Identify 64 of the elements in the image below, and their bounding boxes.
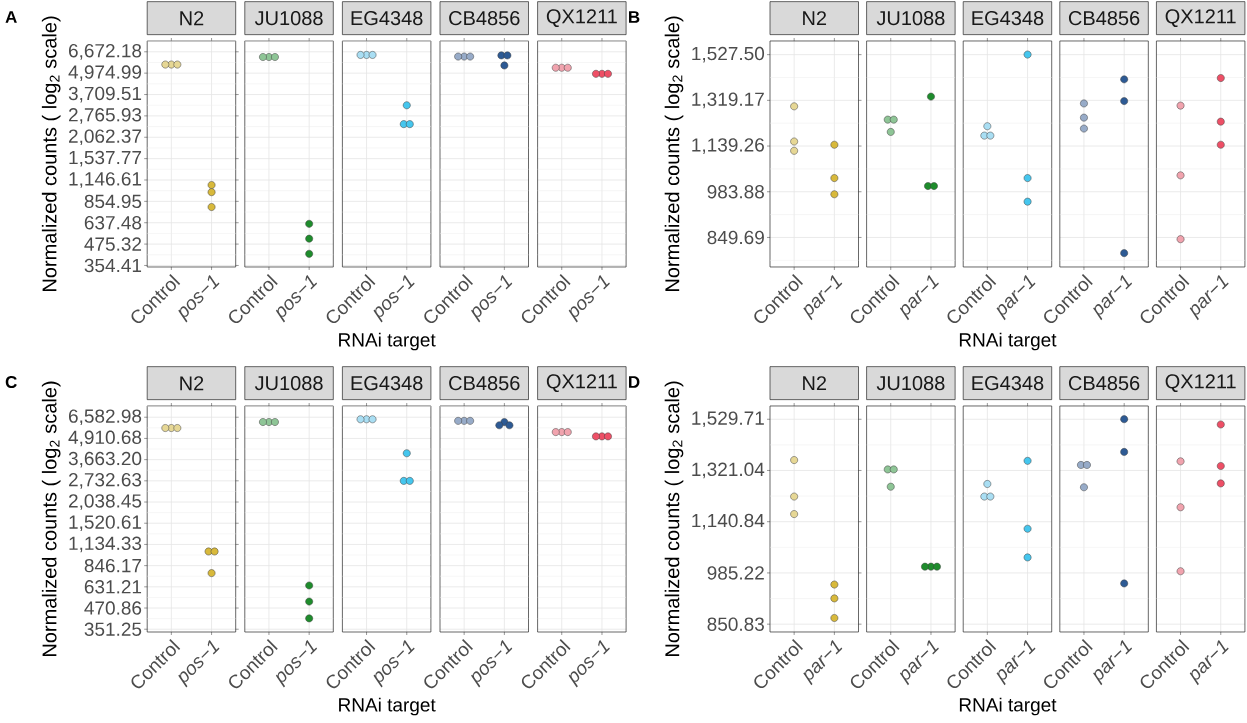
y-tick-label: 2,038.45: [69, 494, 142, 510]
y-tick-label: 4,910.68: [68, 430, 142, 447]
y-tick-label: 849.69: [707, 230, 764, 245]
y-tick-label: 1,146.61: [69, 172, 142, 188]
y-tick-label: 4,974.99: [68, 65, 142, 82]
chart-title: N2: [180, 376, 204, 391]
chart-title: JU1088: [876, 11, 945, 26]
y-tick-label: 1,139.26: [692, 138, 764, 154]
y-tick-label: 850.83: [707, 617, 764, 631]
y-tick-label: 1,537.77: [69, 150, 142, 167]
y-tick-label: 2,062.37: [69, 129, 142, 146]
text: B: [629, 11, 640, 23]
y-tick-label: 470.86: [84, 601, 142, 615]
x-axis-title: RNAi target: [339, 332, 436, 351]
chart-title: QX1211: [546, 374, 617, 393]
chart-title: EG4348: [972, 376, 1044, 391]
y-tick-label: 2,765.93: [69, 108, 142, 124]
y-tick-label: 631.21: [84, 580, 142, 594]
chart-title: CB4856: [1068, 11, 1140, 26]
y-axis-title: Normalized counts ( log$_{2}$ scale): [664, 381, 684, 656]
chart-title: N2: [803, 376, 827, 391]
y-tick-label: 983.88: [707, 185, 764, 199]
chart-title: QX1211: [1165, 9, 1236, 27]
chart-title: CB4856: [1068, 376, 1140, 391]
y-tick-label: 985.22: [707, 566, 764, 580]
x-axis-title: RNAi target: [339, 697, 436, 716]
y-tick-label: 354.41: [84, 258, 142, 273]
y-tick-label: 475.32: [84, 237, 142, 251]
chart-title: EG4348: [351, 11, 423, 26]
chart-title: QX1211: [546, 9, 617, 28]
y-tick-label: 1,140.84: [692, 513, 765, 530]
chart-title: CB4856: [449, 11, 520, 26]
y-tick-label: 2,732.63: [69, 472, 142, 489]
y-tick-label: 854.95: [84, 194, 142, 209]
y-tick-label: 1,319.17: [692, 92, 764, 109]
y-tick-label: 1,321.04: [692, 462, 765, 479]
y-tick-label: 1,527.50: [692, 46, 765, 63]
chart-title: JU1088: [254, 11, 323, 26]
y-tick-label: 3,663.20: [68, 451, 142, 468]
text: D: [629, 376, 640, 388]
y-axis-title: Normalized counts ( log$_{2}$ scale): [664, 16, 684, 291]
y-tick-label: 6,672.18: [69, 43, 142, 60]
x-axis-title: RNAi target: [959, 332, 1057, 351]
chart-title: EG4348: [972, 11, 1044, 26]
y-tick-label: 846.17: [84, 558, 142, 573]
y-tick-label: 1,520.61: [69, 515, 142, 532]
y-tick-label: 1,529.71: [692, 411, 764, 428]
y-tick-label: 6,582.98: [69, 409, 142, 426]
chart-title: CB4856: [449, 376, 520, 391]
chart-title: EG4348: [351, 376, 423, 391]
chart-title: QX1211: [1165, 374, 1236, 392]
x-axis-title: RNAi target: [959, 697, 1057, 716]
text: C: [5, 375, 17, 389]
y-tick-label: 351.25: [84, 622, 142, 636]
text: A: [5, 11, 17, 23]
y-tick-label: 3,709.51: [68, 86, 142, 103]
chart-title: JU1088: [876, 376, 945, 391]
chart-title: N2: [180, 11, 204, 26]
y-axis-title: Normalized counts ( log$_{2}$ scale): [41, 381, 61, 656]
y-axis-title: Normalized counts ( log$_{2}$ scale): [41, 16, 61, 291]
chart-title: N2: [803, 11, 827, 26]
y-tick-label: 1,134.33: [69, 536, 142, 553]
y-tick-label: 637.48: [84, 216, 142, 230]
chart-title: JU1088: [254, 376, 323, 391]
